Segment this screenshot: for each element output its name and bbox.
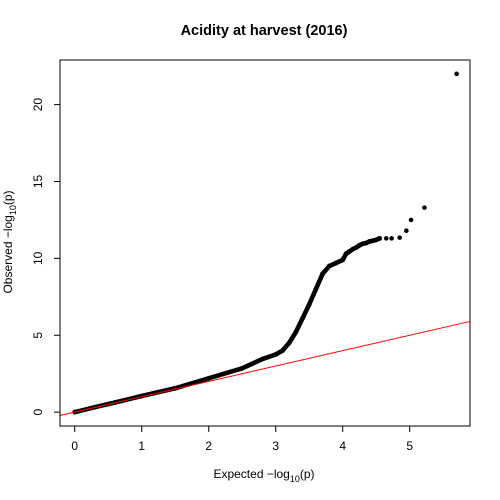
y-tick-label: 10 [31,251,45,265]
outlier-point [408,217,414,223]
observed-point [377,235,382,241]
observed-point [333,260,339,266]
outlier-point [422,205,427,210]
observed-point [206,375,212,381]
observed-point [273,352,279,357]
outlier-point [397,235,402,240]
y-axis: 0 5 10 15 20 [31,98,61,416]
observed-point [239,365,245,371]
observed-point [340,257,346,263]
x-tick-label: 3 [272,439,279,453]
y-tick-label: 15 [31,174,45,188]
observed-point [347,249,352,254]
observed-point [259,356,265,362]
outlier-point [389,236,394,241]
x-axis: 0 1 2 3 4 5 [71,425,413,453]
plot-frame [59,59,471,427]
y-tick-label: 5 [31,332,45,339]
outlier-point [383,236,389,241]
outlier-point [454,71,459,77]
plot-area [59,71,471,417]
y-tick-label: 0 [31,409,45,416]
y-tick-label: 20 [31,98,45,112]
observed-point [353,245,359,251]
x-tick-label: 0 [71,439,78,453]
observed-point [343,251,349,257]
reference-line [59,320,471,417]
chart-title: Acidity at harvest (2016) [181,23,348,39]
observed-point [306,302,312,307]
outlier-point [404,228,409,233]
observed-point [320,271,326,277]
observed-point [286,340,292,346]
x-tick-label: 1 [138,439,145,453]
observed-points-band [72,236,382,415]
observed-point [293,329,299,335]
x-axis-label: Expected −log10(p) [213,467,314,484]
y-axis-label: Observed −log10(p) [1,190,18,293]
x-tick-label: 4 [339,439,346,453]
observed-point [313,286,319,292]
observed-point [280,348,285,354]
x-tick-label: 2 [205,439,212,453]
observed-point [300,315,305,321]
observed-point [326,263,332,269]
x-tick-label: 5 [406,439,413,453]
